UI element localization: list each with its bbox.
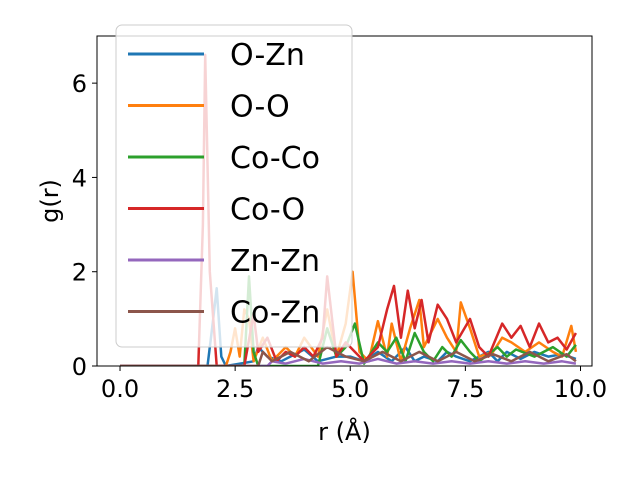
series-line-co-co	[120, 275, 577, 366]
series-line-zn-zn	[120, 357, 577, 366]
legend-label: Co-Zn	[230, 296, 320, 331]
ticks-layer: 0.0 2.5 5.0 7.5 10.0 0 2 4 6	[72, 70, 607, 403]
series-line-co-zn	[120, 345, 577, 366]
x-tick-label: 7.5	[446, 375, 484, 403]
y-axis-label: g(r)	[36, 179, 64, 223]
x-axis-label: r (Å)	[318, 417, 371, 446]
legend-label: Co-Co	[230, 141, 320, 176]
x-tick-label: 10.0	[554, 375, 607, 403]
y-tick-label: 0	[72, 353, 87, 381]
y-tick-label: 6	[72, 70, 87, 98]
y-tick-label: 2	[72, 259, 87, 287]
series-line-o-o	[120, 270, 578, 366]
legend-label: O-O	[230, 90, 290, 125]
legend-label: O-Zn	[230, 38, 305, 73]
legend-label: Co-O	[230, 193, 305, 228]
legend-label: Zn-Zn	[230, 244, 320, 279]
x-tick-label: 0.0	[101, 375, 139, 403]
x-tick-label: 2.5	[216, 375, 254, 403]
y-tick-label: 4	[72, 164, 87, 192]
legend: O-Zn O-O Co-Co Co-O Zn-Zn Co-Zn	[115, 24, 353, 348]
x-tick-label: 5.0	[331, 375, 369, 403]
